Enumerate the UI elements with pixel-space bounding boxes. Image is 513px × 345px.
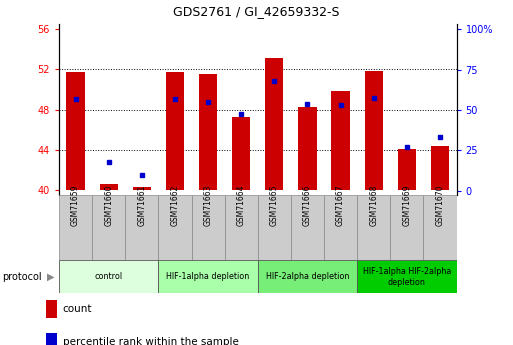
Bar [299,107,317,190]
Bar [159,260,258,293]
Bar [365,71,383,190]
Bar [100,184,118,190]
Text: GSM71662: GSM71662 [170,185,180,226]
Text: percentile rank within the sample: percentile rank within the sample [63,337,239,345]
Text: GSM71669: GSM71669 [402,185,411,226]
Bar [133,187,151,190]
Text: GSM71667: GSM71667 [336,185,345,226]
Text: GSM71666: GSM71666 [303,185,312,226]
Bar [357,260,457,293]
Bar [331,91,350,190]
Bar [324,195,357,260]
Bar [398,149,416,190]
Text: GSM71659: GSM71659 [71,185,80,226]
Text: protocol: protocol [3,272,42,282]
Text: ▶: ▶ [47,272,54,282]
Bar [258,195,291,260]
Bar [390,195,423,260]
Text: GSM71665: GSM71665 [270,185,279,226]
Text: HIF-1alpha HIF-2alpha
depletion: HIF-1alpha HIF-2alpha depletion [363,267,451,287]
Bar [431,146,449,190]
Bar [92,195,125,260]
Bar [423,195,457,260]
Bar [225,195,258,260]
Bar [67,72,85,190]
Text: GSM71664: GSM71664 [236,185,246,226]
Bar [232,117,250,190]
Bar [258,260,357,293]
Bar [59,195,92,260]
Text: GSM71670: GSM71670 [436,185,444,226]
Bar [166,72,184,190]
Bar [159,195,191,260]
Bar [265,58,284,190]
Text: GSM71660: GSM71660 [104,185,113,226]
Text: HIF-2alpha depletion: HIF-2alpha depletion [266,272,349,282]
Bar [46,333,57,345]
Text: GSM71663: GSM71663 [204,185,212,226]
Text: control: control [94,272,123,282]
Bar [59,260,159,293]
Bar [291,195,324,260]
Text: GDS2761 / GI_42659332-S: GDS2761 / GI_42659332-S [173,5,340,18]
Bar [199,75,217,190]
Bar [125,195,159,260]
Text: count: count [63,304,92,314]
Text: GSM71661: GSM71661 [137,185,146,226]
Bar [357,195,390,260]
Bar [191,195,225,260]
Text: GSM71668: GSM71668 [369,185,378,226]
Text: HIF-1alpha depletion: HIF-1alpha depletion [166,272,250,282]
Bar [46,300,57,318]
